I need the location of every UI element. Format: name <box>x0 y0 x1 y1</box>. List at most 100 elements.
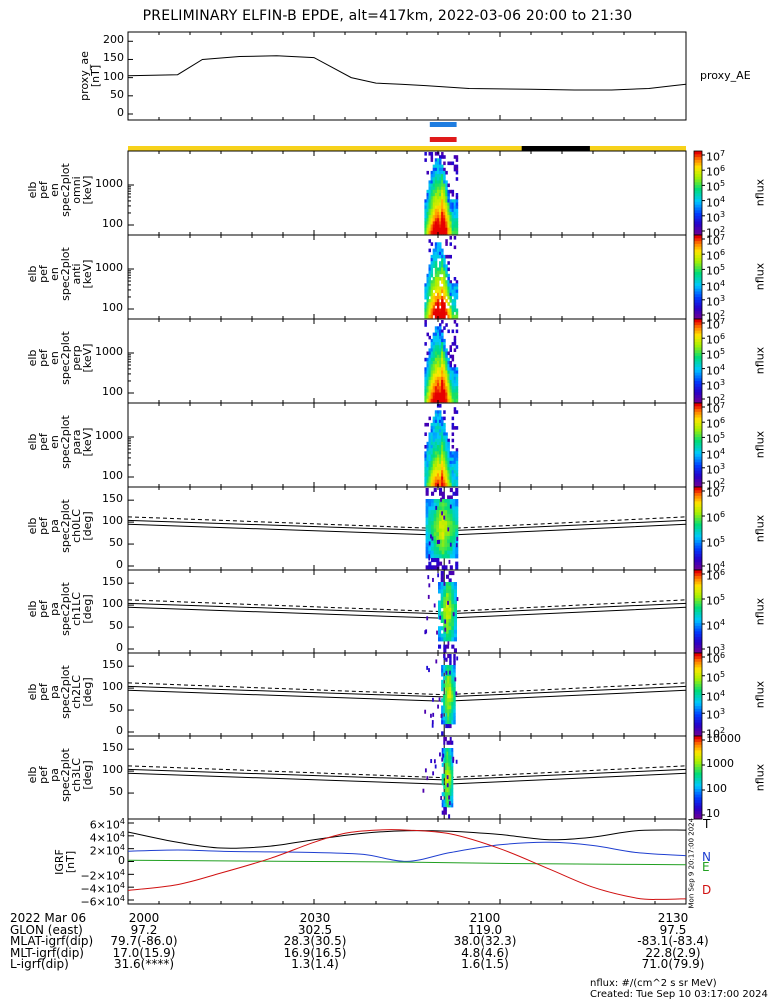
spectrogram-cell <box>424 289 427 294</box>
spectrogram-cell <box>444 554 448 559</box>
spectrogram-cell <box>453 289 457 294</box>
spectrogram-cell <box>436 528 440 533</box>
footer-cell: 79.7(-86.0) <box>110 934 178 948</box>
spectrogram-speck <box>442 753 445 758</box>
spectrogram-cell <box>447 329 450 334</box>
spectrogram-cell <box>453 202 457 207</box>
footer-cell: 2130 <box>657 911 689 925</box>
spectrogram-cell <box>445 364 448 368</box>
spectrogram-cell <box>430 289 434 294</box>
spectrogram-cell <box>430 308 434 313</box>
spectrogram-cell <box>453 705 456 710</box>
spectrogram-cell <box>447 445 450 449</box>
spectrogram-cell <box>441 373 444 378</box>
spectrogram-cell <box>436 506 440 511</box>
spectrogram-cell <box>430 438 434 443</box>
spectrogram-cell <box>453 720 456 725</box>
colorbar-cell <box>694 377 702 382</box>
colorbar-cell <box>694 453 702 457</box>
spectrogram-cell <box>451 773 454 778</box>
spectrogram-cell <box>433 558 437 563</box>
spectrogram-cell <box>436 413 440 418</box>
colorbar-cell <box>694 802 702 806</box>
igrf-component-E: E <box>702 860 710 874</box>
colorbar-tick-label: 104 <box>706 362 726 378</box>
spectrogram-cell <box>451 716 454 721</box>
spectrogram-cell <box>445 227 448 232</box>
spectrogram-cell <box>432 248 436 253</box>
spectrogram-cell <box>434 270 438 275</box>
spectrogram-cell <box>445 357 448 362</box>
spectrogram-cell <box>452 524 456 529</box>
spectrogram-cell <box>445 709 448 714</box>
spectrogram-cell <box>430 367 434 371</box>
spectrogram-cell <box>434 180 438 184</box>
axis-label-ch1LC: elb pef pa spec2plot ch1LC [deg] <box>26 581 94 636</box>
spectrogram-cell <box>444 499 448 504</box>
spectrogram-cell <box>453 299 457 303</box>
spectrogram-cell <box>434 413 438 418</box>
spectrogram-cell <box>441 289 444 294</box>
ytick-label-igrf: 4×104 <box>89 829 125 845</box>
spectrogram-cell <box>447 392 450 397</box>
spectrogram-cell <box>428 305 431 309</box>
spectrogram-cell <box>449 683 452 688</box>
spectrogram-cell <box>449 751 452 756</box>
spectrogram-cell <box>443 208 446 213</box>
spectrogram-cell <box>449 784 452 789</box>
colorbar-cell <box>694 503 702 507</box>
spectrogram-cell <box>451 604 455 609</box>
spectrogram-cell <box>430 342 434 346</box>
spectrogram-cell <box>447 701 450 706</box>
spectrogram-cell <box>432 277 436 281</box>
spectrogram-cell <box>441 473 444 477</box>
colorbar-cell <box>694 411 702 415</box>
colorbar-cell <box>694 747 702 751</box>
spectrogram-cell <box>436 267 440 272</box>
spectrogram-cell <box>444 502 448 507</box>
spectrogram-cell <box>428 186 431 191</box>
spectrogram-speck <box>448 559 451 564</box>
spectrogram-cell <box>449 280 452 284</box>
colorbar-cell <box>694 417 702 421</box>
spectrogram-cell <box>434 205 438 210</box>
spectrogram-cell <box>441 167 444 172</box>
axis-label-igrf: IGRF [nT] <box>53 848 77 875</box>
spectrogram-cell <box>439 513 443 518</box>
spectrogram-cell <box>436 211 440 216</box>
spectrogram-cell <box>436 357 440 362</box>
colorbar-cell <box>694 758 702 762</box>
spectrogram-cell <box>447 370 450 375</box>
spectrogram-cell <box>455 230 459 235</box>
spectrogram-cell <box>455 470 459 474</box>
spectrogram-cell <box>441 792 444 797</box>
colorbar-cell <box>694 181 702 186</box>
spectrogram-cell <box>424 479 427 484</box>
spectrogram-cell <box>434 295 438 300</box>
spectrogram-cell <box>432 432 436 436</box>
spectrogram-cell <box>436 224 440 229</box>
spectrogram-cell <box>428 379 431 384</box>
spectrogram-cell <box>436 158 440 162</box>
spectrogram-cell <box>433 488 437 493</box>
spectrogram-cell <box>436 554 440 559</box>
spectrogram-cell <box>426 383 429 387</box>
colorbar-cell <box>694 686 702 690</box>
spectrogram-cell <box>445 438 448 443</box>
spectrogram-cell <box>451 460 455 465</box>
ytick-label-para: 100 <box>102 469 123 482</box>
spectrogram-cell <box>431 546 435 551</box>
spectrogram-cell <box>449 470 452 474</box>
spectrogram-speck <box>422 788 425 793</box>
spectrogram-cell <box>453 690 456 695</box>
spectrogram-cell <box>445 323 448 327</box>
spectrogram-cell <box>426 460 429 465</box>
spectrogram-cell <box>428 283 431 287</box>
spectrogram-cell <box>445 239 448 243</box>
spectrogram-cell <box>453 668 456 673</box>
spectrogram-cell <box>438 604 442 609</box>
spectrogram-cell <box>448 604 452 609</box>
spectrogram-cell <box>449 476 452 481</box>
spectrogram-cell <box>449 521 453 526</box>
footer-cell: 1.6(1.5) <box>461 957 509 971</box>
